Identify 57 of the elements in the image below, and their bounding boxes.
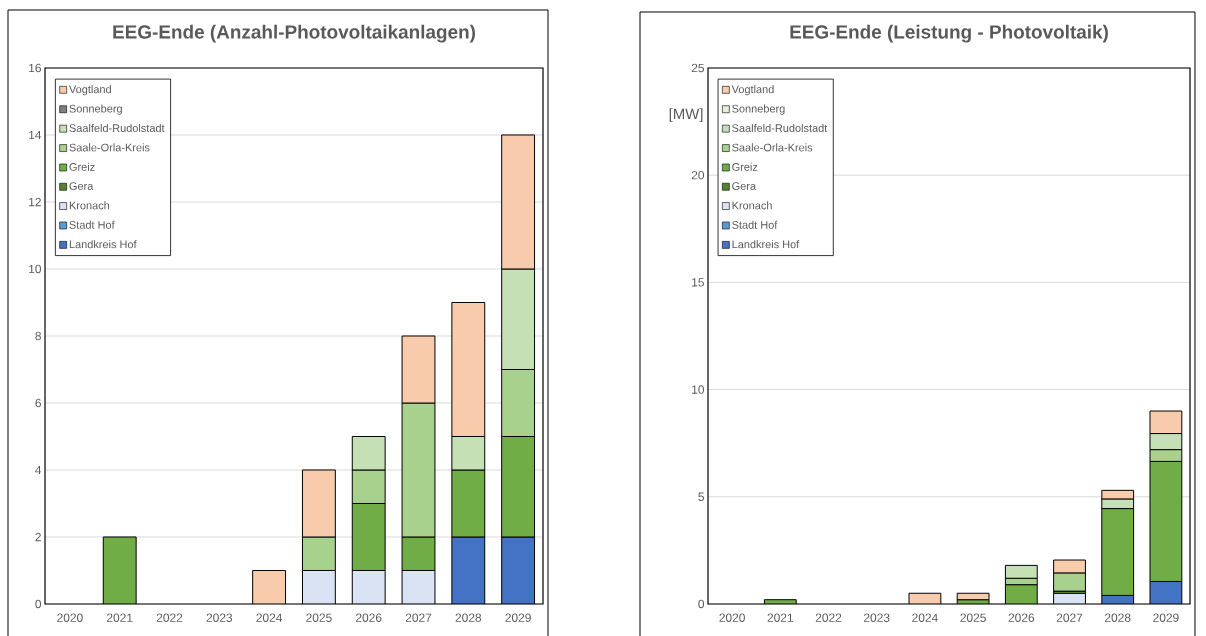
x-tick-label: 2022 [815,613,842,622]
chart-title: EEG-Ende (Leistung - Photovoltaik) [790,24,1108,43]
x-tick-label: 2024 [256,613,283,622]
legend-label: Saale-Orla-Kreis [732,143,813,152]
x-tick-label: 2027 [405,613,432,622]
legend-label: Vogtland [731,85,774,96]
legend-label: Sonneberg [732,104,785,115]
legend-label: Saale-Orla-Kreis [69,143,150,152]
legend-label: Saalfeld-Rudolstadt [732,123,828,132]
legend-label: Greiz [69,162,95,171]
x-tick-label: 2021 [107,613,133,622]
x-tick-label: 2022 [156,613,183,622]
y-tick-label: 15 [692,278,704,287]
y-tick-label: 10 [692,385,705,394]
y-tick-label: 4 [35,465,42,475]
y-tick-label: 20 [691,170,705,180]
legend-label: Landkreis Hof [732,240,800,249]
legend-label: Kronach [732,201,772,210]
y-tick-label: 16 [29,63,41,73]
y-tick-label: 0 [35,599,42,609]
y-tick-label: 10 [29,264,42,274]
legend-label: Kronach [69,201,110,210]
x-tick-label: 2028 [1105,613,1131,622]
y-axis-title: [MW] [669,108,703,123]
x-tick-label: 2020 [719,613,745,622]
x-tick-label: 2029 [505,613,531,622]
x-tick-label: 2021 [767,613,794,622]
x-tick-label: 2024 [912,613,938,622]
legend-label: Vogtland [69,85,111,96]
y-tick-label: 14 [29,130,42,140]
x-tick-label: 2026 [1008,613,1035,622]
x-tick-label: 2023 [206,613,233,622]
x-tick-label: 2020 [57,613,83,622]
legend-label: Stadt Hof [732,220,778,229]
legend-label: Landkreis Hof [69,240,137,249]
legend-label: Sonneberg [69,104,122,115]
legend-label: Saalfeld-Rudolstadt [69,123,165,132]
legend-label: Stadt Hof [69,220,115,229]
legend-label: Greiz [732,162,758,171]
x-tick-label: 2029 [1153,613,1179,622]
x-tick-label: 2027 [1056,613,1083,622]
x-tick-label: 2028 [455,613,482,622]
y-tick-label: 12 [29,197,41,207]
x-tick-label: 2023 [864,613,890,622]
y-tick-label: 6 [35,398,41,408]
x-tick-label: 2025 [306,613,332,622]
x-tick-label: 2026 [356,613,382,622]
y-tick-label: 5 [698,492,704,501]
x-tick-label: 2025 [960,613,986,622]
legend-label: Gera [732,182,757,190]
y-tick-label: 0 [698,599,705,609]
chart-title: EEG-Ende (Anzahl-Photovoltaikanlagen) [113,24,476,43]
y-tick-label: 25 [691,63,704,73]
bar [956,592,990,601]
y-tick-label: 8 [35,331,41,341]
legend-label: Gera [69,182,94,190]
y-tick-label: 2 [35,532,41,542]
